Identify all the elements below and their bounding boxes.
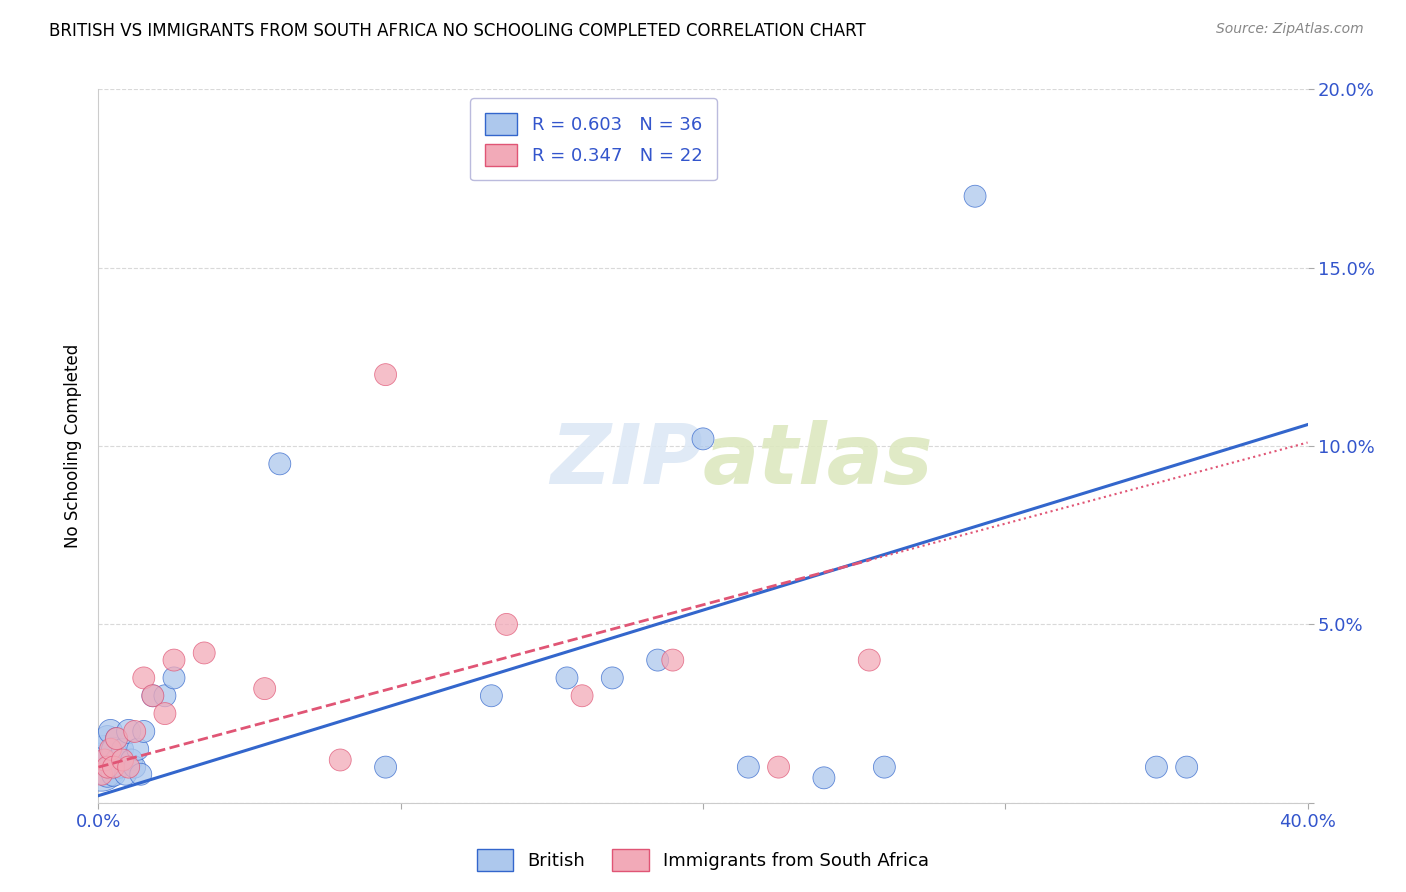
Point xyxy=(873,760,896,774)
Point xyxy=(602,671,624,685)
Text: BRITISH VS IMMIGRANTS FROM SOUTH AFRICA NO SCHOOLING COMPLETED CORRELATION CHART: BRITISH VS IMMIGRANTS FROM SOUTH AFRICA … xyxy=(49,22,866,40)
Point xyxy=(103,760,125,774)
Point xyxy=(768,760,790,774)
Point xyxy=(813,771,835,785)
Point xyxy=(858,653,880,667)
Point xyxy=(374,760,396,774)
Point xyxy=(118,760,141,774)
Point xyxy=(153,706,176,721)
Legend: R = 0.603   N = 36, R = 0.347   N = 22: R = 0.603 N = 36, R = 0.347 N = 22 xyxy=(470,98,717,180)
Legend: British, Immigrants from South Africa: British, Immigrants from South Africa xyxy=(470,842,936,879)
Point xyxy=(100,742,122,756)
Point xyxy=(193,646,215,660)
Point xyxy=(329,753,352,767)
Point xyxy=(100,760,122,774)
Point xyxy=(103,742,125,756)
Point xyxy=(100,724,122,739)
Point xyxy=(90,760,112,774)
Point xyxy=(132,671,155,685)
Point xyxy=(105,753,128,767)
Point xyxy=(129,767,152,781)
Point xyxy=(96,760,118,774)
Point xyxy=(127,742,149,756)
Point xyxy=(737,760,759,774)
Point xyxy=(1144,760,1167,774)
Point xyxy=(253,681,276,696)
Text: atlas: atlas xyxy=(703,420,934,500)
Point xyxy=(111,742,134,756)
Point xyxy=(1175,760,1198,774)
Point xyxy=(108,760,131,774)
Point xyxy=(114,767,136,781)
Point xyxy=(269,457,291,471)
Point xyxy=(153,689,176,703)
Point xyxy=(103,767,125,781)
Point xyxy=(571,689,593,703)
Point xyxy=(142,689,165,703)
Point xyxy=(121,753,143,767)
Point xyxy=(124,760,146,774)
Point xyxy=(105,731,128,746)
Point xyxy=(105,731,128,746)
Point xyxy=(118,724,141,739)
Point xyxy=(111,753,134,767)
Point xyxy=(124,724,146,739)
Point xyxy=(481,689,503,703)
Point xyxy=(163,671,186,685)
Point xyxy=(132,724,155,739)
Text: Source: ZipAtlas.com: Source: ZipAtlas.com xyxy=(1216,22,1364,37)
Point xyxy=(163,653,186,667)
Text: ZIP: ZIP xyxy=(550,420,703,500)
Point xyxy=(647,653,669,667)
Point xyxy=(93,742,115,756)
Point xyxy=(495,617,517,632)
Point xyxy=(374,368,396,382)
Point xyxy=(965,189,987,203)
Point xyxy=(96,767,118,781)
Point xyxy=(661,653,683,667)
Point xyxy=(93,753,115,767)
Point xyxy=(555,671,578,685)
Point xyxy=(96,731,118,746)
Point xyxy=(93,753,115,767)
Point xyxy=(692,432,714,446)
Point xyxy=(90,767,112,781)
Y-axis label: No Schooling Completed: No Schooling Completed xyxy=(63,344,82,548)
Point xyxy=(142,689,165,703)
